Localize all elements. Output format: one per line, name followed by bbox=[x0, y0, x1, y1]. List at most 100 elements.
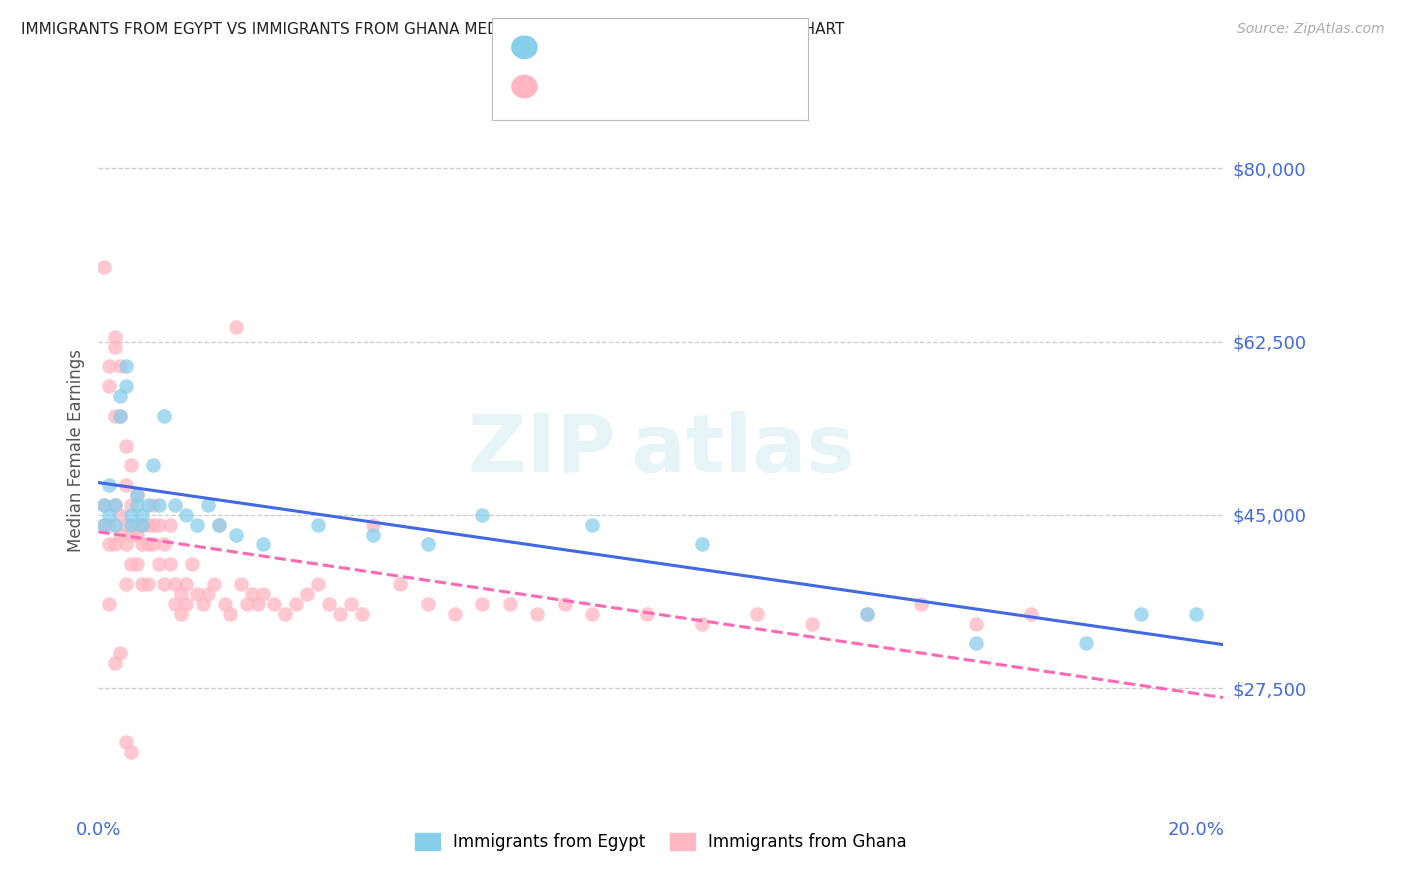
Point bbox=[104, 537, 127, 551]
Point bbox=[581, 607, 603, 621]
Point bbox=[110, 409, 132, 423]
Point bbox=[855, 607, 877, 621]
Text: 0.144: 0.144 bbox=[600, 78, 652, 95]
Point bbox=[361, 527, 384, 541]
Point bbox=[444, 607, 467, 621]
Point bbox=[745, 607, 768, 621]
Point bbox=[93, 498, 115, 512]
Point bbox=[142, 517, 165, 532]
Point bbox=[307, 517, 329, 532]
Point bbox=[153, 537, 176, 551]
Point bbox=[1019, 607, 1042, 621]
Point bbox=[125, 488, 148, 502]
Point bbox=[910, 597, 932, 611]
Point bbox=[471, 508, 494, 522]
Point bbox=[115, 537, 138, 551]
Point bbox=[170, 587, 193, 601]
Text: 38: 38 bbox=[724, 38, 747, 56]
Point bbox=[142, 537, 165, 551]
Point bbox=[131, 577, 153, 591]
Point bbox=[110, 527, 132, 541]
Point bbox=[214, 597, 236, 611]
Point bbox=[284, 597, 307, 611]
Point bbox=[115, 478, 138, 492]
Point bbox=[125, 558, 148, 572]
Point bbox=[125, 517, 148, 532]
Point bbox=[120, 558, 142, 572]
Point bbox=[235, 597, 257, 611]
Point bbox=[165, 498, 187, 512]
Point bbox=[115, 438, 138, 452]
Point bbox=[120, 745, 142, 759]
Point bbox=[170, 607, 193, 621]
Point bbox=[159, 517, 181, 532]
Text: N =: N = bbox=[668, 38, 716, 56]
Point bbox=[225, 527, 247, 541]
Point bbox=[471, 597, 494, 611]
Point bbox=[208, 517, 231, 532]
Point bbox=[104, 498, 127, 512]
Point bbox=[389, 577, 412, 591]
Point bbox=[174, 577, 197, 591]
Point bbox=[180, 558, 202, 572]
Point bbox=[115, 379, 138, 393]
Point bbox=[98, 359, 121, 374]
Point bbox=[165, 597, 187, 611]
Point bbox=[307, 577, 329, 591]
Point bbox=[174, 597, 197, 611]
Point bbox=[295, 587, 318, 601]
Point bbox=[208, 517, 231, 532]
Point bbox=[350, 607, 373, 621]
Point bbox=[153, 577, 176, 591]
Point bbox=[165, 577, 187, 591]
Point bbox=[104, 517, 127, 532]
Point bbox=[965, 616, 987, 631]
Point bbox=[159, 558, 181, 572]
Point bbox=[197, 587, 219, 601]
Point bbox=[98, 508, 121, 522]
Point bbox=[240, 587, 263, 601]
Point bbox=[1184, 607, 1206, 621]
Point bbox=[191, 597, 214, 611]
Point bbox=[115, 359, 138, 374]
Point bbox=[125, 527, 148, 541]
Point bbox=[1074, 636, 1097, 650]
Point bbox=[148, 558, 170, 572]
Point bbox=[104, 329, 127, 343]
Point bbox=[554, 597, 576, 611]
Point bbox=[142, 498, 165, 512]
Point bbox=[636, 607, 658, 621]
Point bbox=[120, 498, 142, 512]
Point bbox=[125, 488, 148, 502]
Point bbox=[110, 646, 132, 660]
Point bbox=[120, 527, 142, 541]
Point bbox=[110, 359, 132, 374]
Point bbox=[98, 478, 121, 492]
Point bbox=[416, 537, 439, 551]
Point bbox=[93, 517, 115, 532]
Text: 95: 95 bbox=[724, 78, 747, 95]
Point bbox=[263, 597, 285, 611]
Point bbox=[136, 537, 159, 551]
Point bbox=[965, 636, 987, 650]
Point bbox=[93, 498, 115, 512]
Point bbox=[104, 339, 127, 353]
Point bbox=[229, 577, 252, 591]
Point bbox=[329, 607, 352, 621]
Point bbox=[361, 517, 384, 532]
Point bbox=[136, 498, 159, 512]
Point bbox=[499, 597, 522, 611]
Legend: Immigrants from Egypt, Immigrants from Ghana: Immigrants from Egypt, Immigrants from G… bbox=[408, 826, 914, 857]
Point bbox=[98, 597, 121, 611]
Point bbox=[416, 597, 439, 611]
Text: Source: ZipAtlas.com: Source: ZipAtlas.com bbox=[1237, 22, 1385, 37]
Point bbox=[340, 597, 363, 611]
Point bbox=[98, 517, 121, 532]
Point bbox=[110, 508, 132, 522]
Point bbox=[252, 587, 274, 601]
Point bbox=[174, 508, 197, 522]
Point bbox=[274, 607, 297, 621]
Point bbox=[186, 587, 208, 601]
Point bbox=[110, 409, 132, 423]
Point bbox=[125, 498, 148, 512]
